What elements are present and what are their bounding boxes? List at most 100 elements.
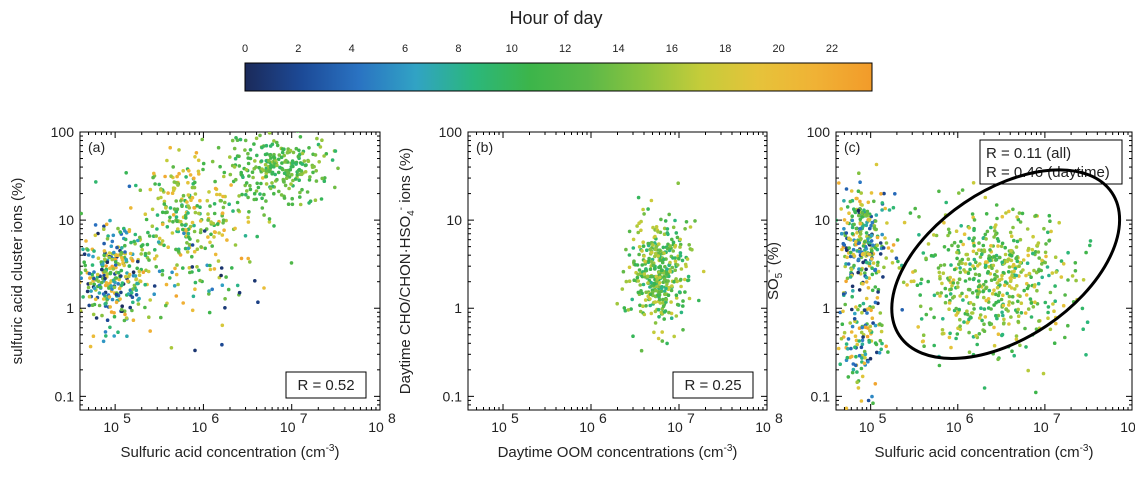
data-point [130,295,135,300]
data-point [977,241,981,245]
data-point [123,243,127,248]
data-point [164,303,168,308]
data-point [856,307,860,312]
data-point [243,138,248,143]
data-point [1006,270,1011,274]
data-point [1004,307,1009,311]
data-point [996,299,1001,304]
data-point [959,224,963,228]
data-point [866,286,871,290]
data-point [856,270,860,275]
data-point [1063,335,1067,340]
data-point [185,241,189,245]
data-point [294,146,299,151]
data-points [836,143,1093,410]
y-tick-label: 10 [58,212,74,228]
data-point [209,220,213,224]
data-point [1019,301,1024,306]
data-point [1047,213,1052,218]
data-point [160,239,165,243]
data-point [300,162,305,166]
data-point [662,232,667,236]
data-point [289,261,294,265]
panel-label: (b) [476,139,493,155]
data-point [282,196,287,200]
data-point [974,260,978,265]
data-point [996,332,1001,337]
data-point [890,249,894,253]
data-point [947,301,952,305]
data-point [989,307,993,311]
x-tick-exponent: 8 [775,410,783,426]
data-point [854,305,858,309]
y-axis-label-tail: (%) [765,242,782,270]
data-point [863,356,867,360]
data-point [668,260,672,265]
data-point [1033,250,1038,254]
data-point [1024,293,1029,297]
data-point [1034,270,1039,275]
data-point [670,265,675,270]
data-point [320,138,324,142]
data-point [657,290,662,294]
data-point [167,219,172,223]
data-point [1043,300,1048,305]
data-point [170,270,174,275]
data-point [884,241,889,245]
data-point [193,348,197,353]
data-point [650,284,654,288]
data-point [972,307,976,311]
data-point [674,231,679,235]
data-point [69,257,73,261]
data-point [638,309,643,314]
data-point [957,191,961,195]
data-point [978,255,983,259]
data-point [127,184,132,189]
data-point [123,237,128,242]
data-point [1028,297,1033,301]
data-point [648,247,652,252]
data-point [965,320,970,325]
data-point [887,208,892,212]
data-point [954,306,958,311]
data-point [697,298,701,303]
data-point [152,292,156,297]
data-point [1063,293,1067,297]
data-point [884,344,888,349]
data-point [1051,302,1055,306]
data-point [83,268,88,273]
data-point [975,342,979,347]
data-point [862,361,867,366]
data-point [1014,273,1019,278]
data-point [970,212,975,216]
data-point [992,235,996,239]
data-point [688,225,693,229]
data-point [997,255,1002,260]
data-point [244,181,249,185]
data-point [120,304,124,309]
data-point [116,330,120,335]
data-point [257,165,262,170]
data-point [312,164,316,169]
data-point [201,161,206,166]
data-point [1025,227,1030,231]
data-point [861,335,865,339]
data-point [852,222,856,227]
data-point [221,205,226,210]
data-point [186,246,191,251]
data-point [1018,343,1022,348]
data-point [116,271,121,275]
data-point [642,312,647,317]
data-point [111,233,116,238]
data-point [943,300,948,305]
data-point [645,248,649,252]
data-point [876,269,881,274]
data-point [658,248,662,252]
data-point [932,233,936,237]
x-tick-label: 10 [667,419,683,435]
data-point [929,307,933,311]
data-point [1016,314,1021,319]
data-point [1006,257,1011,262]
data-point [1046,316,1050,321]
data-point [857,339,861,343]
